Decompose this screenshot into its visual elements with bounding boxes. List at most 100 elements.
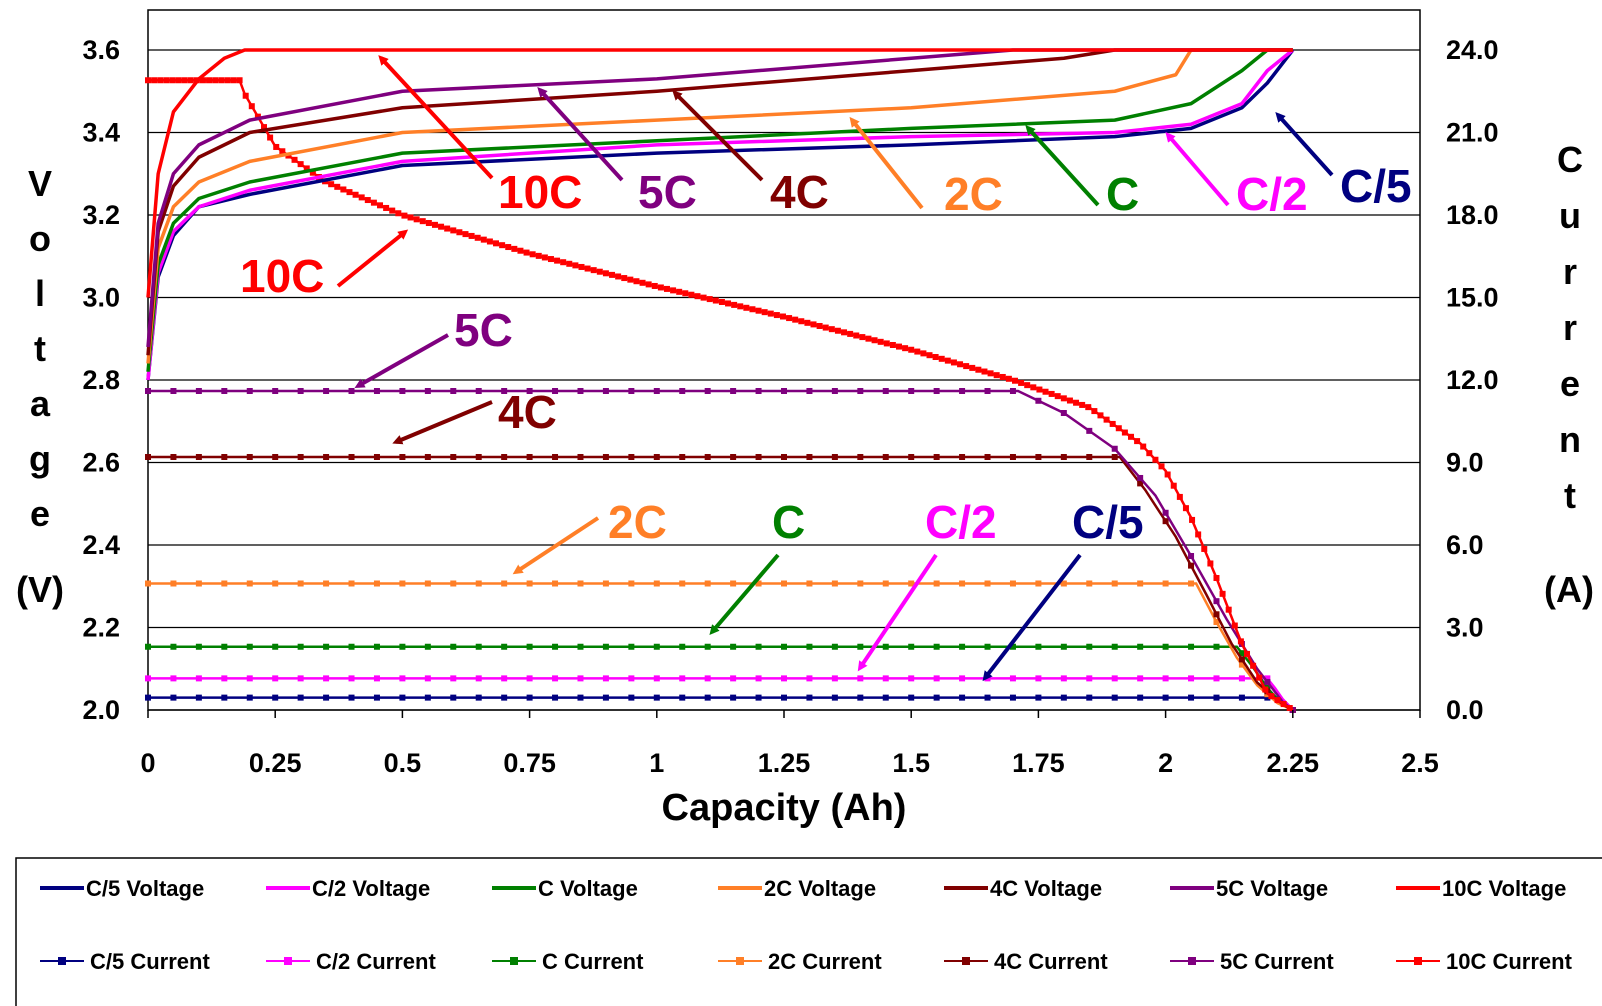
- series-marker: [1162, 580, 1169, 587]
- series-marker: [450, 694, 457, 701]
- series-marker: [399, 580, 406, 587]
- series-marker: [1005, 375, 1012, 382]
- series-marker: [1085, 404, 1092, 411]
- x-tick-label: 2: [1158, 748, 1173, 778]
- series-marker: [908, 643, 915, 650]
- series-marker: [781, 643, 787, 650]
- legend-label: 10C Voltage: [1442, 876, 1566, 901]
- series-marker: [206, 77, 213, 84]
- legend: C/5 Voltage C/2 Voltage C Voltage 2C Voltag…: [40, 876, 1573, 974]
- series-marker: [348, 388, 355, 394]
- series-marker: [1060, 643, 1067, 650]
- x-tick-label: 0.5: [384, 748, 422, 778]
- series-marker: [272, 643, 279, 650]
- series-marker: [267, 134, 274, 141]
- annotation-5c-current: 5C: [454, 304, 513, 356]
- series-marker: [1035, 580, 1042, 587]
- x-tick-label: 1.5: [892, 748, 930, 778]
- series-marker: [1286, 705, 1293, 712]
- series-marker: [348, 580, 355, 587]
- series-line: [148, 696, 1294, 711]
- series-marker: [908, 675, 915, 682]
- series-marker: [493, 240, 500, 247]
- series-marker: [920, 350, 927, 357]
- series-marker: [679, 694, 686, 701]
- series-marker: [297, 675, 304, 682]
- series-marker: [1213, 611, 1220, 618]
- series-marker: [908, 388, 915, 394]
- series-marker: [1111, 445, 1118, 452]
- series-marker: [1238, 675, 1245, 682]
- arrow-c2-voltage: [1165, 131, 1230, 207]
- series-marker: [373, 580, 380, 587]
- series-marker: [475, 388, 482, 394]
- series-marker: [933, 580, 940, 587]
- series-marker: [975, 366, 982, 373]
- series-marker: [424, 454, 431, 460]
- series-marker: [857, 580, 864, 587]
- series-marker: [602, 270, 609, 277]
- series-marker: [552, 694, 559, 701]
- series-marker: [895, 343, 902, 350]
- series-marker: [1086, 694, 1093, 701]
- series-marker: [272, 580, 279, 587]
- series-marker: [653, 643, 660, 650]
- legend-label: 2C Current: [768, 949, 882, 974]
- series-marker: [1042, 388, 1049, 395]
- series-marker: [704, 694, 711, 701]
- x-axis-ticks: 0 0.25 0.5 0.75 1 1.25 1.5 1.75 2 2.25 2.5: [140, 710, 1439, 778]
- series-marker: [816, 322, 823, 329]
- series-marker: [1262, 686, 1269, 693]
- series-marker: [358, 194, 365, 201]
- series-marker: [755, 454, 762, 460]
- series-marker: [1213, 619, 1220, 625]
- series-marker: [639, 279, 646, 286]
- series-marker: [221, 388, 228, 394]
- arrow-10c-current: [336, 229, 409, 288]
- series-marker: [865, 335, 872, 342]
- series-marker: [857, 388, 864, 394]
- series-marker: [653, 675, 660, 682]
- series-marker: [246, 580, 253, 587]
- series-marker: [831, 643, 838, 650]
- series-marker: [731, 301, 738, 308]
- series-marker: [399, 694, 406, 701]
- series-marker: [323, 388, 330, 394]
- series-marker: [653, 388, 660, 394]
- series-marker: [526, 580, 533, 587]
- series-marker: [511, 245, 518, 252]
- series-marker: [704, 580, 711, 587]
- series-marker: [1035, 675, 1042, 682]
- series-marker: [1137, 480, 1144, 487]
- series-marker: [1060, 694, 1067, 701]
- series-marker: [236, 77, 243, 84]
- x-tick-label: 0.75: [503, 748, 556, 778]
- series-marker: [628, 454, 635, 460]
- series-marker: [1086, 675, 1093, 682]
- series-marker: [933, 675, 940, 682]
- series-marker: [700, 294, 707, 301]
- series-2c-current: [145, 580, 1296, 713]
- annotation-c5-voltage: C/5: [1340, 160, 1412, 212]
- series-marker: [273, 143, 280, 150]
- series-marker: [1182, 505, 1189, 512]
- series-marker: [730, 580, 737, 587]
- series-marker: [857, 675, 864, 682]
- series-marker: [578, 263, 585, 270]
- y-left-tick-label: 3.2: [82, 200, 120, 230]
- series-marker: [877, 338, 884, 345]
- y-right-title-letter: r: [1563, 251, 1577, 292]
- y-left-tick-label: 3.4: [82, 118, 120, 148]
- series-marker: [1018, 379, 1025, 386]
- series-marker: [1188, 675, 1195, 682]
- series-marker: [1213, 575, 1220, 581]
- series-marker: [187, 77, 194, 84]
- series-marker: [1011, 377, 1018, 384]
- legend-marker: [1414, 957, 1422, 965]
- series-marker: [1086, 427, 1093, 434]
- x-tick-label: 0: [140, 748, 155, 778]
- annotation-10c-voltage: 10C: [498, 166, 582, 218]
- annotations-voltage: 10C 5C 4C 2C C C/2 C/5: [378, 55, 1412, 220]
- arrow-c5-voltage: [1275, 112, 1334, 177]
- series-marker: [1201, 545, 1208, 552]
